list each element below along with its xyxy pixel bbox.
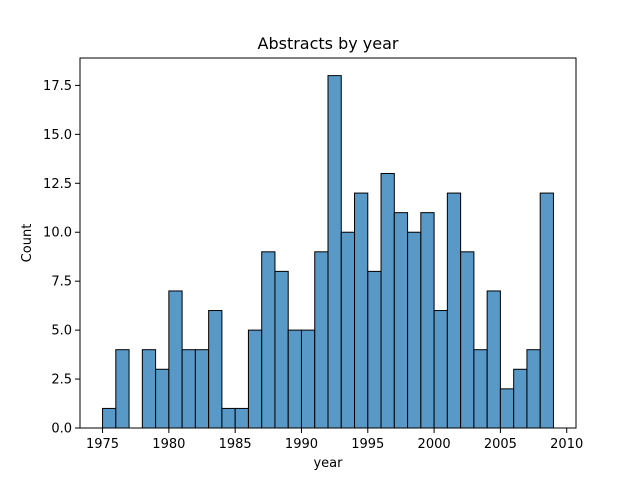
bar-1988 xyxy=(274,270,289,429)
x-tick-label: 1980 xyxy=(152,437,185,452)
bar-1990 xyxy=(300,329,316,429)
y-tick-label: 15.0 xyxy=(43,128,72,143)
bar-2003 xyxy=(473,349,488,429)
y-tick-label: 2.5 xyxy=(51,373,72,388)
bar-1976 xyxy=(115,349,130,429)
bar-1996 xyxy=(380,173,395,429)
x-tick-label: 1990 xyxy=(285,437,318,452)
bar-2005 xyxy=(499,388,515,429)
bar-1999 xyxy=(420,212,435,429)
bar-1992 xyxy=(327,75,342,429)
y-tick-label: 7.5 xyxy=(51,275,72,290)
x-tick-label: 2005 xyxy=(484,437,517,452)
bar-1983 xyxy=(208,310,223,429)
x-ticks-group: 1975 1980 1985 1990 1995 2000 2005 2010 xyxy=(86,428,583,452)
bar-1981 xyxy=(181,349,196,429)
x-tick-label: 1995 xyxy=(351,437,384,452)
bar-1975 xyxy=(102,407,117,429)
bar-1984 xyxy=(221,407,236,429)
bar-1994 xyxy=(354,192,369,429)
bar-1997 xyxy=(393,212,409,429)
x-tick-label: 2000 xyxy=(418,437,451,452)
bar-2008 xyxy=(539,192,554,429)
bar-2004 xyxy=(486,290,501,429)
bar-1985 xyxy=(234,407,249,429)
bar-1991 xyxy=(314,251,329,429)
bar-1986 xyxy=(247,329,263,429)
bar-1982 xyxy=(194,349,210,429)
bar-1998 xyxy=(407,231,422,429)
bar-2000 xyxy=(433,310,448,429)
bar-1995 xyxy=(367,270,382,429)
bar-1993 xyxy=(340,231,356,429)
bars-group xyxy=(102,75,554,429)
bar-2002 xyxy=(460,251,475,429)
y-axis-label: Count xyxy=(20,224,35,263)
y-ticks-group: 0.0 2.5 5.0 7.5 10.0 12.5 15.0 17.5 xyxy=(43,79,80,437)
x-tick-label: 2010 xyxy=(550,437,583,452)
x-tick-label: 1975 xyxy=(86,437,119,452)
y-tick-label: 12.5 xyxy=(43,177,72,192)
plot-frame xyxy=(79,57,577,429)
bar-1980 xyxy=(168,290,183,429)
bar-1978 xyxy=(141,349,157,429)
bar-1987 xyxy=(261,251,276,429)
y-tick-label: 17.5 xyxy=(43,79,72,94)
bar-2006 xyxy=(513,368,528,429)
x-tick-label: 1985 xyxy=(219,437,252,452)
y-tick-label: 5.0 xyxy=(51,324,72,339)
bar-1989 xyxy=(287,329,302,429)
bar-2001 xyxy=(446,192,462,429)
bar-2007 xyxy=(526,349,541,429)
y-tick-label: 0.0 xyxy=(51,422,72,437)
bar-1979 xyxy=(155,368,170,429)
x-axis-label: year xyxy=(313,456,343,471)
y-tick-label: 10.0 xyxy=(43,226,72,241)
chart-title: Abstracts by year xyxy=(258,34,399,53)
